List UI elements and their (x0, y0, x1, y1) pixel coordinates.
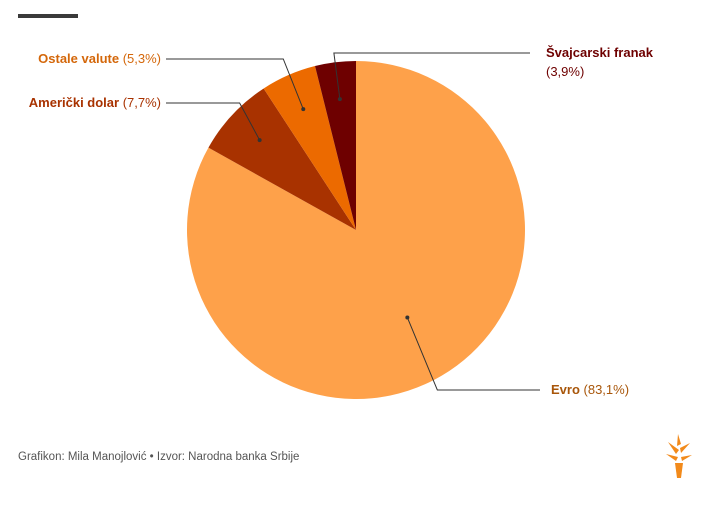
leader-line-ostale-valute (166, 58, 304, 110)
slice-label-svajcarski-franak: Švajcarski franak (546, 45, 654, 60)
leader-line-svajcarski-franak (333, 52, 530, 100)
slice-label-ostale-valute: Ostale valute (5,3%) (38, 51, 161, 66)
slice-pct-americki-dolar: (7,7%) (119, 95, 161, 110)
slice-pct-ostale-valute: (5,3%) (119, 51, 161, 66)
slice-label-evro: Evro (83,1%) (551, 382, 629, 397)
leader-line-americki-dolar (166, 102, 261, 141)
pie-slice-ostale-valute (263, 66, 356, 230)
top-accent-bar (18, 14, 78, 18)
slice-pct-svajcarski-franak: (3,9%) (546, 64, 584, 79)
pie-slice-americki-dolar (208, 88, 356, 230)
chart-credit: Grafikon: Mila Manojlović • Izvor: Narod… (18, 451, 300, 463)
pie-chart: Evro (83,1%) Američki dolar (7,7%) Ostale … (29, 45, 654, 399)
slice-pct-evro: (83,1%) (580, 382, 629, 397)
pie-slice-svajcarski-franak (315, 61, 356, 230)
torch-logo-icon (666, 434, 692, 478)
slice-label-americki-dolar: Američki dolar (7,7%) (29, 95, 161, 110)
leader-line-evro (406, 317, 540, 391)
